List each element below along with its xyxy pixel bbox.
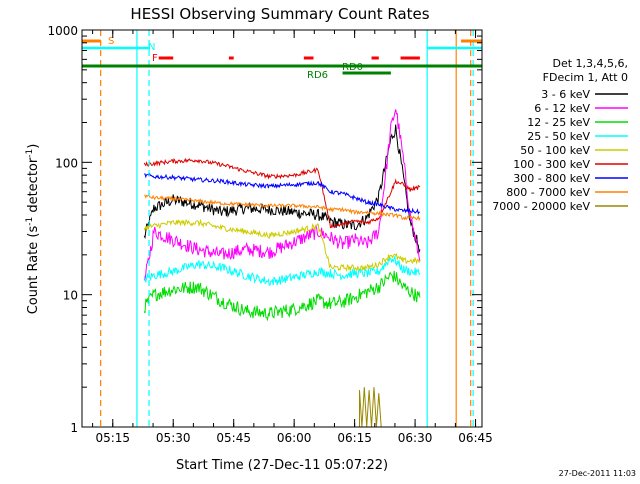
flag-label-n: N bbox=[148, 42, 155, 53]
x-tick-label-3: 06:00 bbox=[277, 431, 312, 445]
legend-label-5: 100 - 300 keV bbox=[513, 158, 590, 171]
flag-label-s: S bbox=[108, 36, 114, 47]
footer-date: 27-Dec-2011 11:03 bbox=[559, 469, 636, 478]
series-layer bbox=[143, 109, 421, 427]
series-line-3 bbox=[143, 255, 421, 286]
flag-label-rd0: RD0 bbox=[342, 62, 363, 73]
series-line-0 bbox=[143, 124, 421, 253]
legend-label-8: 7000 - 20000 keV bbox=[492, 200, 590, 213]
series-line-4 bbox=[143, 218, 421, 273]
overlay-layer: S NF RD0 RD6 bbox=[82, 30, 482, 427]
legend-label-0: 3 - 6 keV bbox=[541, 88, 590, 101]
series-line-1 bbox=[143, 109, 421, 281]
y-tick-label-3: 1000 bbox=[47, 24, 78, 38]
series-line-7 bbox=[144, 194, 421, 222]
legend-label-6: 300 - 800 keV bbox=[513, 172, 590, 185]
x-tick-label-6: 06:45 bbox=[458, 431, 493, 445]
y-tick-label-1: 10 bbox=[63, 289, 78, 303]
plot-frame bbox=[81, 29, 483, 428]
x-tick-label-5: 06:30 bbox=[398, 431, 433, 445]
y-tick-label-2: 100 bbox=[55, 156, 78, 170]
legend: Det 1,3,4,5,6,FDecim 1, Att 0 3 - 6 keV6 … bbox=[492, 57, 628, 213]
x-tick-label-0: 05:15 bbox=[95, 431, 130, 445]
series-line-8 bbox=[359, 387, 382, 427]
legend-label-2: 12 - 25 keV bbox=[527, 116, 590, 129]
series-line-2 bbox=[143, 270, 421, 322]
flag-label-rd6: RD6 bbox=[307, 70, 328, 81]
legend-header-0: Det 1,3,4,5,6, bbox=[552, 57, 628, 70]
series-line-6 bbox=[144, 172, 420, 215]
chart-title: HESSI Observing Summary Count Rates bbox=[130, 5, 429, 23]
axis-layer: 05:15 05:30 05:45 06:00 06:15 06:30 06:45 1 10 10… bbox=[47, 24, 492, 445]
legend-label-3: 25 - 50 keV bbox=[527, 130, 590, 143]
x-axis-label: Start Time (27-Dec-11 05:07:22) bbox=[176, 458, 388, 473]
legend-label-7: 800 - 7000 keV bbox=[506, 186, 590, 199]
flag-label-f: F bbox=[152, 53, 158, 64]
legend-label-1: 6 - 12 keV bbox=[534, 102, 590, 115]
legend-label-4: 50 - 100 keV bbox=[520, 144, 590, 157]
x-tick-label-2: 05:45 bbox=[216, 431, 251, 445]
y-axis-label: Count Rate (s-1 detector-1) bbox=[25, 144, 41, 315]
x-tick-label-1: 05:30 bbox=[156, 431, 191, 445]
y-tick-label-0: 1 bbox=[70, 421, 78, 435]
x-tick-label-4: 06:15 bbox=[337, 431, 372, 445]
series-line-5 bbox=[143, 157, 421, 229]
legend-header-1: FDecim 1, Att 0 bbox=[543, 71, 628, 84]
